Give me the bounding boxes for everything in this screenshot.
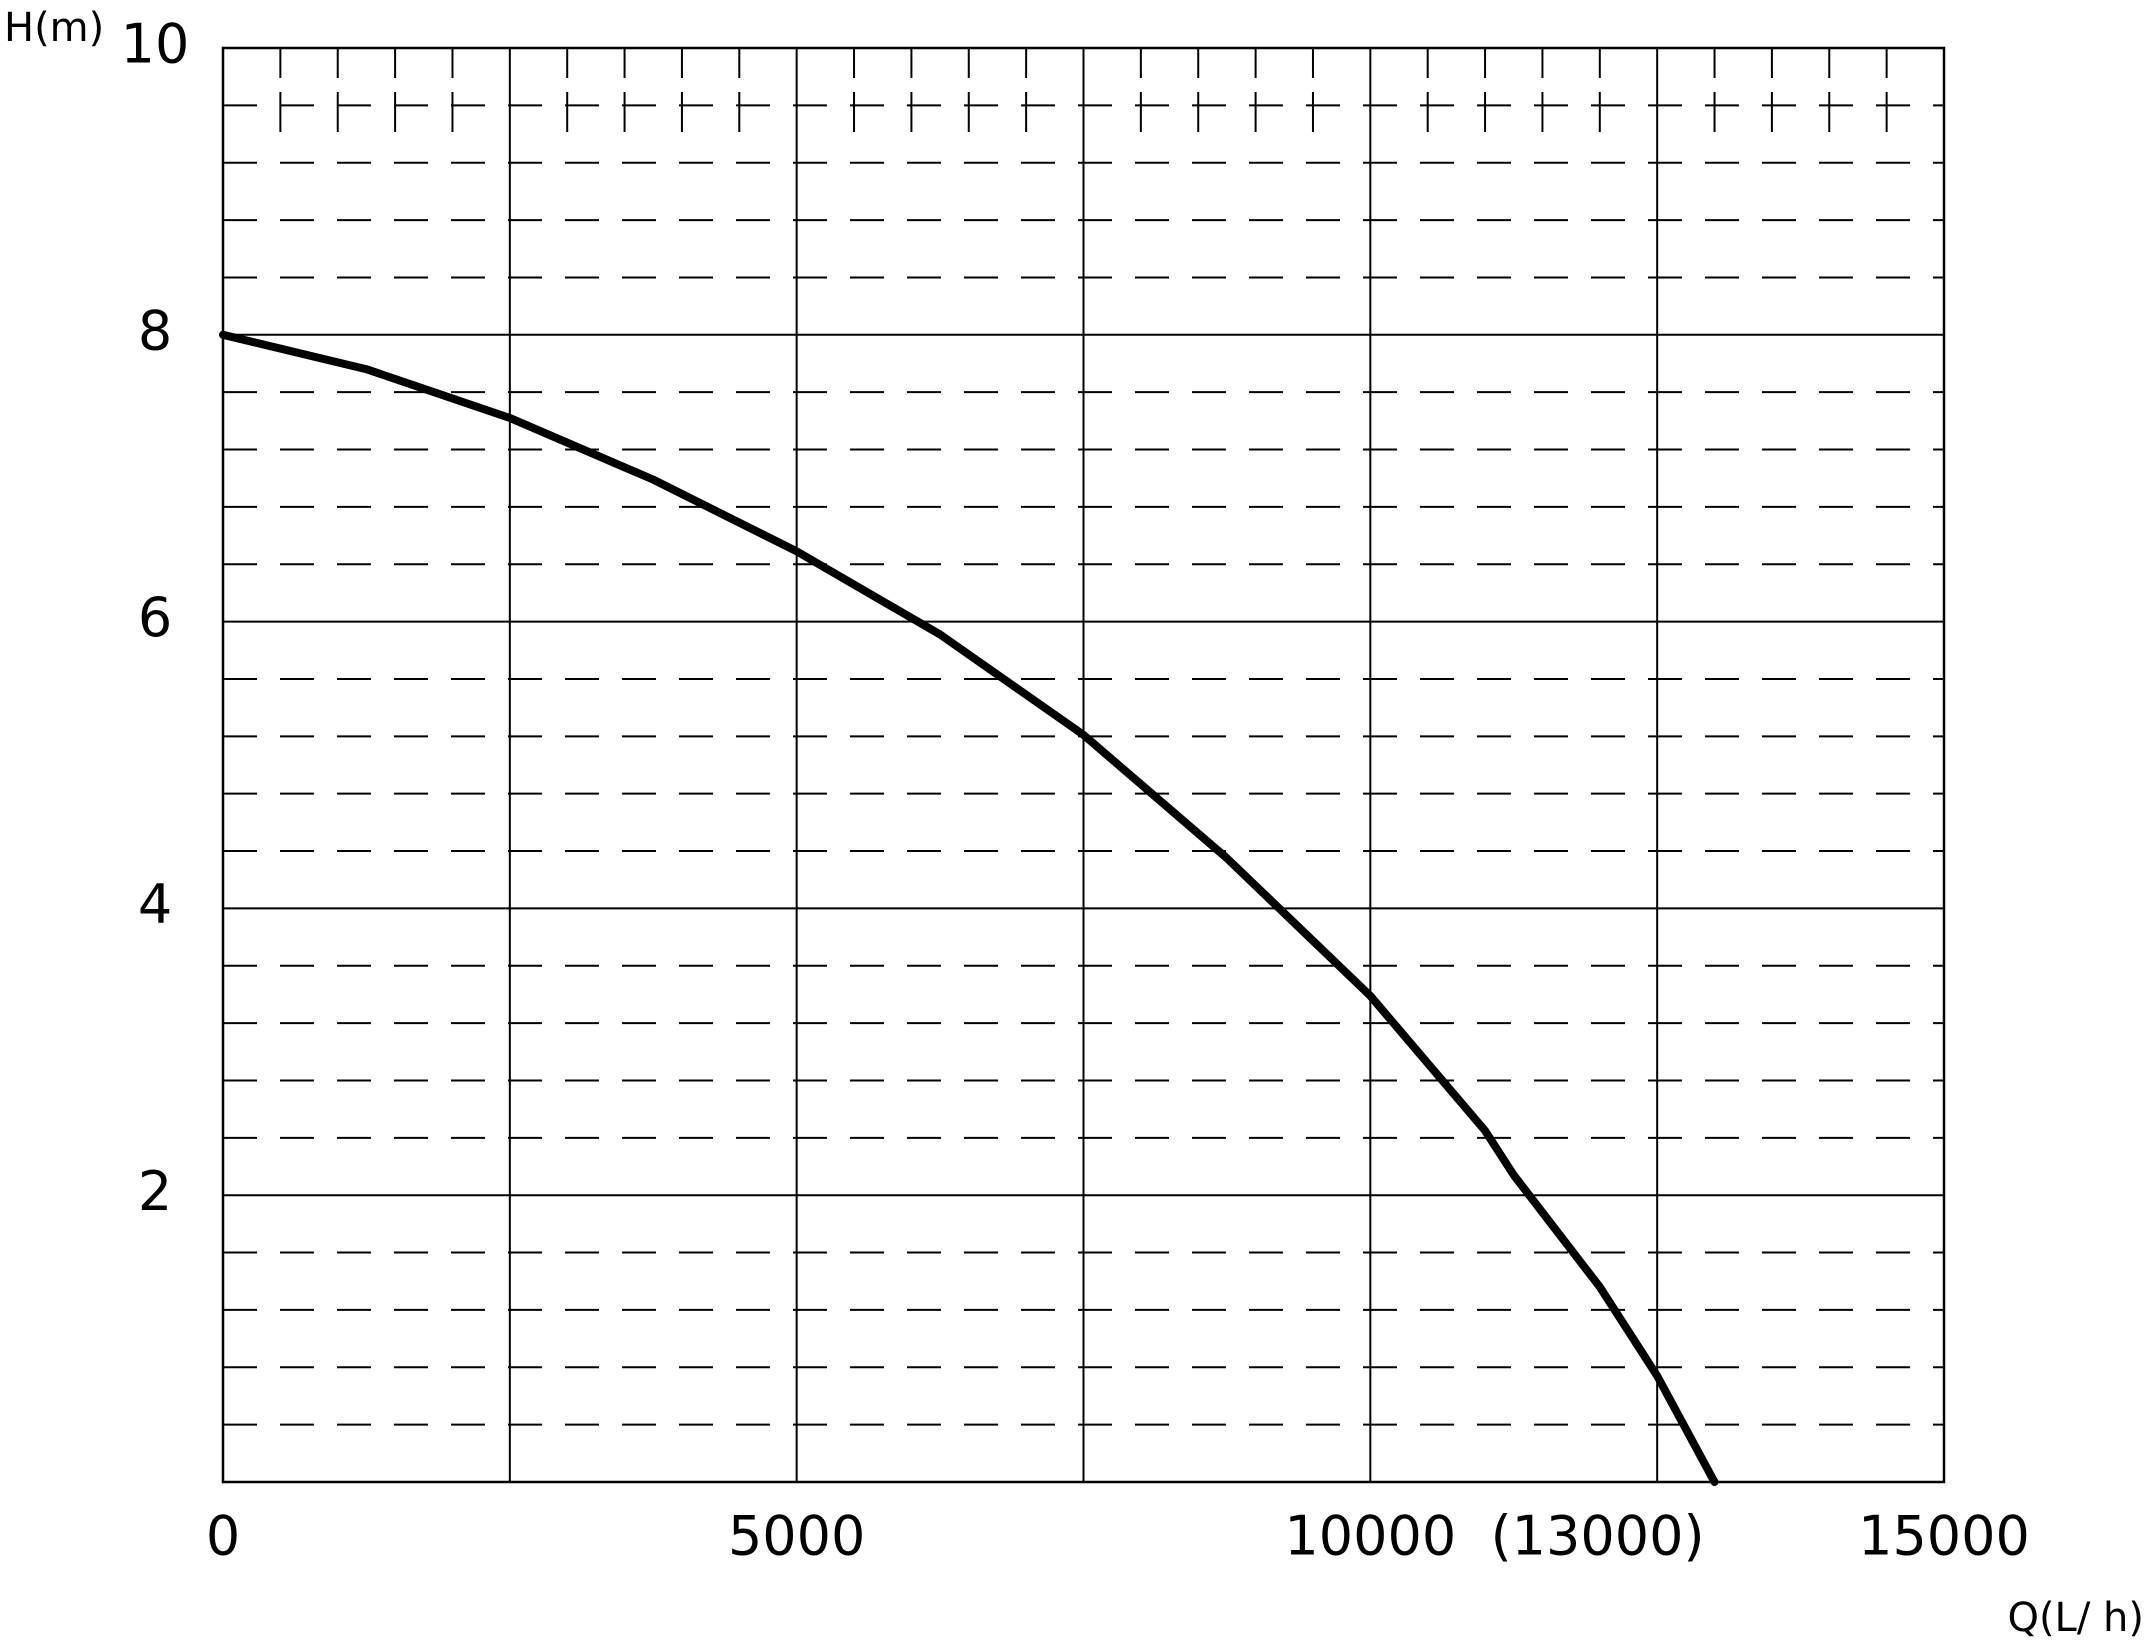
- x-tick-label: 5000: [728, 1505, 865, 1568]
- x-axis-label: Q(L/ h): [2007, 1595, 2144, 1641]
- y-tick-label: 2: [138, 1160, 172, 1223]
- curve: [219, 330, 1719, 1486]
- x-tick-label: (13000): [1491, 1505, 1705, 1568]
- y-tick-label: 8: [138, 299, 172, 362]
- y-tick-label: 10: [121, 13, 190, 76]
- x-tick-label: 15000: [1858, 1505, 2030, 1568]
- plot-frame: [221, 46, 1946, 1484]
- x-tick-label: 10000: [1284, 1505, 1456, 1568]
- y-tick-label: 6: [138, 586, 172, 649]
- x-tick-label: 0: [206, 1505, 240, 1568]
- y-tick-label: 4: [138, 873, 172, 936]
- y-axis-label: H(m): [4, 5, 104, 51]
